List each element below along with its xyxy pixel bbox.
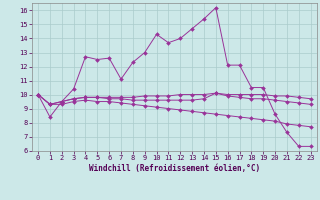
X-axis label: Windchill (Refroidissement éolien,°C): Windchill (Refroidissement éolien,°C): [89, 164, 260, 173]
